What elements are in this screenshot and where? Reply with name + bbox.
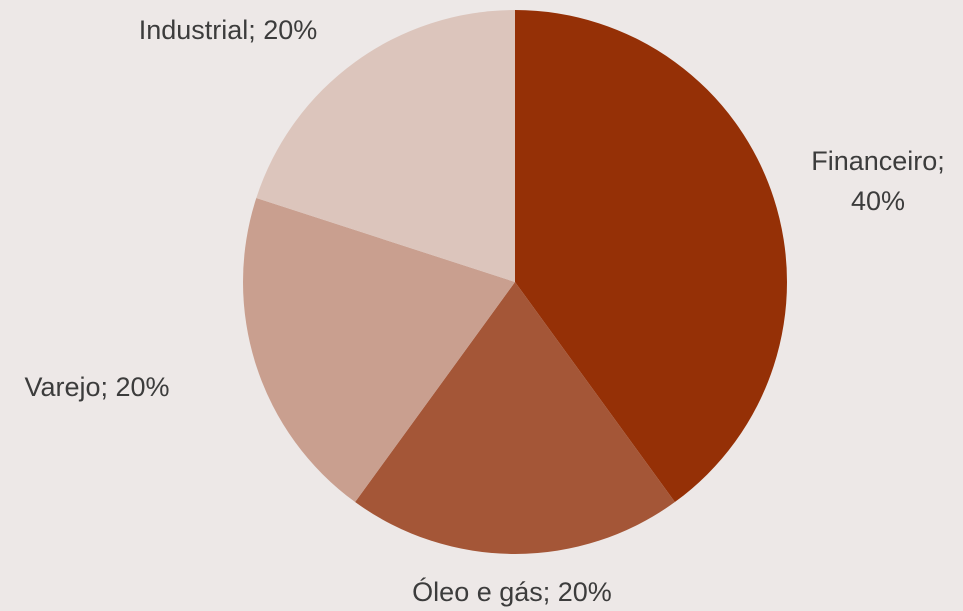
slice-label-4: Industrial; 20% (139, 15, 318, 45)
pie-slice-oleo-e-gas (355, 282, 675, 554)
slice-label-line: Industrial; 20% (139, 15, 318, 45)
pie-slice-varejo (242, 197, 515, 503)
slice-label-line: Financeiro; (811, 146, 945, 176)
pie-slice-financeiro (515, 10, 787, 503)
slice-label-line: Óleo e gás; 20% (412, 576, 612, 607)
slice-label-3: Varejo; 20% (24, 372, 169, 402)
pie-slices (242, 10, 787, 554)
slice-label-line: Varejo; 20% (24, 372, 169, 402)
pie-labels: Financeiro; 40% Óleo e gás; 20% Varejo; 20%… (24, 15, 944, 607)
slice-label-line: 40% (851, 186, 905, 216)
pie-slice-industrial (256, 10, 515, 282)
slice-label-2: Óleo e gás; 20% (412, 576, 612, 607)
slice-label-1: Financeiro; 40% (811, 146, 945, 216)
